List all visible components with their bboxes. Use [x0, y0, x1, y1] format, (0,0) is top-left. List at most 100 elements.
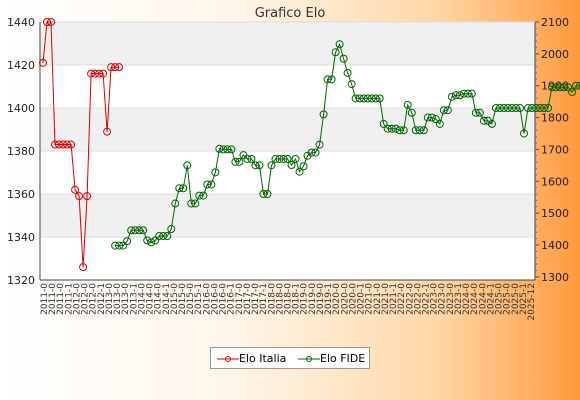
- point-italia: [79, 263, 88, 272]
- y-right-tick-label: 1600: [541, 175, 569, 188]
- x-tick-label: 2025-1: [519, 283, 529, 315]
- point-fide: [311, 148, 320, 157]
- y-left-tick-label: 1320: [7, 274, 35, 287]
- y-right-tick-label: 1700: [541, 143, 569, 156]
- y-axis-left-ticks: 1320 1340 1360 1380 1400 1420 1440: [7, 16, 35, 287]
- y-right-tick-label: 2000: [541, 48, 569, 61]
- point-fide: [163, 232, 172, 241]
- series-group: [39, 18, 580, 272]
- point-fide: [295, 167, 304, 176]
- x-tick-label: 2013-1: [129, 283, 139, 315]
- x-tick-label: 2020-1: [357, 283, 367, 315]
- point-fide: [187, 199, 196, 208]
- point-fide: [259, 190, 268, 198]
- point-fide: [271, 154, 280, 163]
- point-fide: [131, 226, 140, 235]
- point-fide: [427, 113, 436, 122]
- point-fide: [195, 191, 204, 200]
- point-fide: [451, 91, 460, 100]
- point-fide: [327, 75, 336, 84]
- point-fide: [339, 54, 348, 63]
- x-tick-label: 2014-0: [154, 283, 164, 315]
- point-fide: [515, 104, 524, 112]
- x-tick-label: 2019-0: [316, 283, 326, 315]
- point-fide: [495, 104, 504, 112]
- point-fide: [463, 89, 472, 98]
- x-tick-label: 2022-0: [397, 283, 407, 315]
- x-tick-label: 2018-0: [284, 283, 294, 315]
- point-fide: [355, 94, 364, 103]
- point-fide: [159, 232, 168, 241]
- y-left-tick-label: 1420: [7, 59, 35, 72]
- x-tick-label: 2015-0: [178, 283, 188, 315]
- point-fide: [536, 104, 545, 112]
- point-italia: [83, 192, 92, 201]
- point-fide: [135, 226, 144, 235]
- plot-band: [40, 22, 535, 65]
- x-tick-label: 2016-0: [219, 283, 229, 315]
- point-fide: [540, 104, 549, 112]
- x-tick-label: 2024-0: [462, 283, 472, 315]
- point-fide: [455, 91, 464, 100]
- x-tick-label: 2016-0: [202, 283, 212, 315]
- x-tick-label: 2015-0: [170, 283, 180, 315]
- point-italia: [39, 58, 47, 67]
- point-fide: [371, 94, 380, 103]
- y-right-tick-label: 1400: [541, 239, 569, 252]
- x-tick-label: 2018-0: [267, 283, 277, 315]
- x-tick-label: 2019-0: [308, 283, 318, 315]
- point-fide: [291, 154, 300, 163]
- point-fide: [568, 88, 577, 97]
- x-axis-ticks: 2011-02011-02011-02011-12012-02012-02012…: [40, 283, 537, 321]
- x-tick-label: 2017-0: [251, 283, 261, 315]
- x-tick-label: 2022-1: [421, 283, 431, 315]
- x-tick-label: 2023-1: [454, 283, 464, 315]
- x-tick-label: 2012-0: [89, 283, 99, 315]
- x-tick-label: 2012-0: [81, 283, 91, 315]
- point-fide: [203, 180, 212, 189]
- point-fide: [499, 104, 508, 112]
- point-fide: [564, 83, 573, 92]
- x-tick-label: 2013-0: [121, 283, 131, 315]
- y-right-tick-label: 1800: [541, 112, 569, 125]
- point-italia: [55, 140, 64, 149]
- x-tick-label: 2017-0: [243, 283, 253, 315]
- point-fide: [211, 168, 220, 177]
- point-fide: [523, 104, 532, 112]
- point-italia: [59, 140, 68, 149]
- point-italia: [107, 63, 116, 72]
- point-fide: [267, 161, 276, 170]
- point-fide: [487, 119, 496, 128]
- point-italia: [51, 140, 60, 149]
- point-fide: [399, 126, 408, 135]
- x-tick-label: 2011-0: [56, 283, 66, 315]
- point-italia: [103, 127, 112, 136]
- point-fide: [471, 108, 480, 117]
- y-right-tick-label: 1300: [541, 271, 569, 284]
- point-fide: [147, 238, 156, 247]
- x-tick-label: 2019-1: [324, 283, 334, 315]
- plot-band: [40, 194, 535, 237]
- x-tick-label: 2021-0: [365, 283, 375, 315]
- y-left-tick-label: 1400: [7, 102, 35, 115]
- point-fide: [532, 104, 541, 112]
- point-fide: [519, 129, 528, 138]
- point-fide: [479, 116, 488, 125]
- x-tick-label: 2022-0: [413, 283, 423, 315]
- point-fide: [139, 226, 148, 235]
- x-tick-label: 2025-12: [527, 283, 537, 321]
- point-fide: [544, 104, 553, 112]
- point-fide: [275, 154, 284, 163]
- x-tick-label: 2014-0: [137, 283, 147, 315]
- point-fide: [231, 157, 240, 166]
- point-fide: [127, 226, 136, 235]
- point-fide: [459, 89, 468, 98]
- point-fide: [391, 124, 400, 133]
- point-fide: [443, 106, 452, 115]
- line-fide: [115, 42, 580, 247]
- point-fide: [111, 241, 120, 250]
- x-tick-label: 2020-0: [340, 283, 350, 315]
- point-fide: [251, 161, 260, 170]
- point-fide: [475, 108, 484, 117]
